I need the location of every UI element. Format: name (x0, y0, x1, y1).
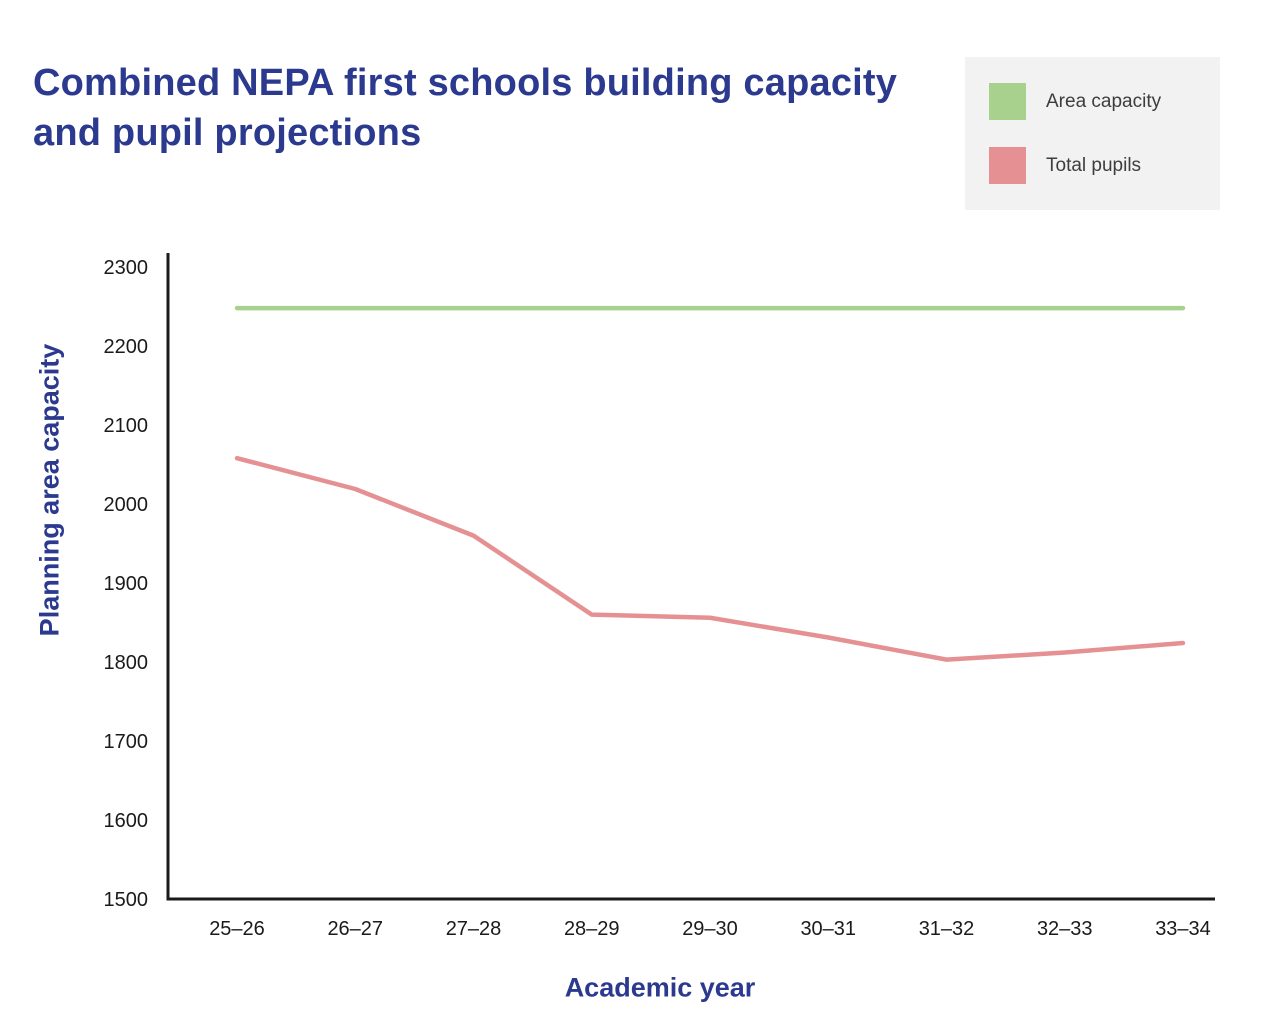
x-tick-label: 28–29 (564, 918, 620, 940)
y-tick-label: 1500 (104, 889, 149, 911)
legend-label-total-pupils: Total pupils (1046, 154, 1142, 176)
legend: Area capacity Total pupils (965, 57, 1220, 210)
y-tick-label: 1600 (104, 810, 149, 832)
chart-title: Combined NEPA first schools building cap… (33, 62, 898, 155)
y-tick-label: 2200 (104, 336, 149, 358)
x-tick-label: 29–30 (682, 918, 738, 940)
total-pupils-line (234, 455, 1186, 662)
y-axis-title: Planning area capacity (34, 343, 65, 637)
x-tick-label: 31–32 (919, 918, 975, 940)
y-tick-label: 2300 (104, 257, 149, 279)
legend-item-area-capacity: Area capacity (989, 83, 1196, 120)
legend-label-area-capacity: Area capacity (1046, 90, 1162, 112)
x-tick-label: 33–34 (1155, 918, 1211, 940)
x-tick-label: 25–26 (209, 918, 265, 940)
x-tick-label: 30–31 (800, 918, 856, 940)
line-chart: 1500 1600 1700 1800 1900 2000 2100 2200 2300 25–2… (104, 253, 1215, 940)
x-tick-label: 32–33 (1037, 918, 1093, 940)
legend-item-total-pupils: Total pupils (989, 147, 1196, 184)
x-tick-label: 27–28 (446, 918, 502, 940)
y-tick-label: 1700 (104, 731, 149, 753)
y-tick-label: 2100 (104, 415, 149, 437)
x-tick-label: 26–27 (327, 918, 383, 940)
total-pupils-swatch (989, 147, 1026, 184)
y-tick-label: 2000 (104, 494, 149, 516)
y-tick-label: 1900 (104, 573, 149, 595)
y-tick-label: 1800 (104, 652, 149, 674)
area-capacity-swatch (989, 83, 1026, 120)
x-axis-title: Academic year (564, 972, 756, 1003)
